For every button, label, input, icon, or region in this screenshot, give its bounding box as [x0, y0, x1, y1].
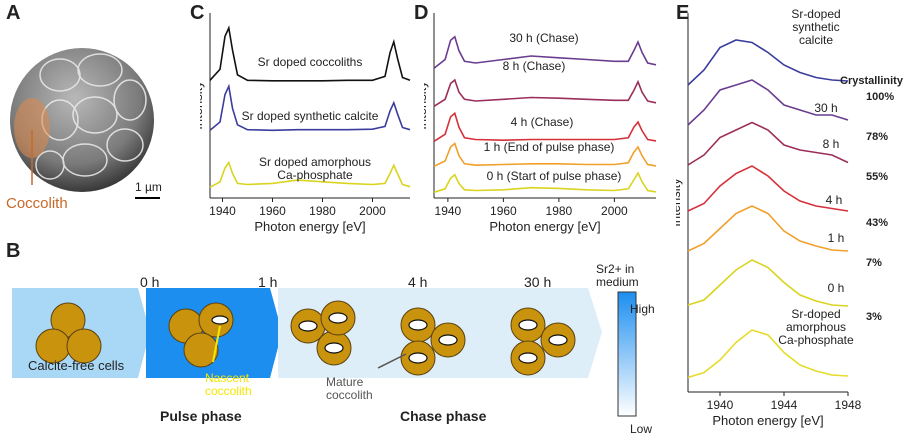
series-label: 1 h (End of pulse phase): [484, 140, 615, 154]
series-line: [687, 121, 849, 166]
x-axis-label: Photon energy [eV]: [712, 413, 823, 428]
panel-label-d: D: [414, 2, 429, 24]
series-label: Sr doped amorphous: [259, 155, 371, 169]
x-axis-label: Photon energy [eV]: [489, 219, 600, 234]
series-label: Sr doped synthetic calcite: [242, 109, 379, 123]
panel-label-a: A: [6, 2, 21, 24]
crystallinity-label: 100%: [866, 91, 894, 103]
nascent-arrow: [212, 325, 221, 363]
time-1h: 1 h: [258, 274, 278, 290]
y-axis-label: Intensity: [200, 81, 205, 130]
series-label: 8 h (Chase): [503, 59, 566, 73]
x-tick-label: 1944: [771, 398, 798, 412]
series-label: 0 h (Start of pulse phase): [487, 169, 622, 183]
highlighted-coccolith: [14, 98, 50, 158]
y-axis-label: Intensity: [676, 178, 683, 227]
crystallinity-label: 43%: [866, 217, 888, 229]
time-0h: 0 h: [140, 274, 160, 290]
crystallinity-label: 78%: [866, 131, 888, 143]
crystallinity-title: Crystallinity: [840, 75, 904, 87]
x-tick-label: 1940: [435, 204, 462, 218]
series-label: Ca-phosphate: [277, 168, 353, 182]
series-label: 4 h: [826, 193, 843, 207]
series-label: Ca-phosphate: [778, 333, 854, 347]
sr-high: High: [630, 302, 655, 316]
series-line: [209, 83, 411, 132]
series-line: [687, 205, 849, 252]
x-tick-label: 1948: [835, 398, 862, 412]
series-label: 30 h: [814, 101, 837, 115]
x-tick-label: 1980: [309, 204, 336, 218]
series-line: [433, 111, 657, 142]
series-line: [687, 79, 849, 126]
x-tick-label: 2000: [359, 204, 386, 218]
pulse-phase-label: Pulse phase: [160, 408, 242, 424]
panel-label-c: C: [190, 2, 205, 24]
sr-low: Low: [630, 422, 653, 436]
x-tick-label: 1940: [707, 398, 734, 412]
series-line: [687, 259, 849, 307]
time-30h: 30 h: [524, 274, 552, 290]
x-tick-label: 1960: [490, 204, 517, 218]
y-axis-label: Intensity: [424, 81, 429, 130]
mature-label: Mature coccolith: [326, 375, 373, 402]
sr-title: Sr2+ in medium: [596, 262, 639, 289]
series-label: Sr-doped: [791, 307, 840, 321]
series-label: 30 h (Chase): [509, 31, 578, 45]
chase-phase-label: Chase phase: [400, 408, 487, 424]
x-tick-label: 1980: [546, 204, 573, 218]
series-label: 0 h: [828, 281, 845, 295]
panel-label-b: B: [6, 240, 21, 262]
cells-label: Calcite-free cells: [28, 358, 125, 373]
crystallinity-label: 55%: [866, 171, 888, 183]
series-label: synthetic: [792, 20, 839, 34]
series-line: [433, 78, 657, 107]
series-line: [209, 25, 411, 82]
series-label: calcite: [799, 33, 833, 47]
x-axis-label: Photon energy [eV]: [254, 219, 365, 234]
series-label: Sr-doped: [791, 8, 840, 21]
time-4h: 4 h: [408, 274, 428, 290]
series-line: [687, 165, 849, 212]
nascent-label: Nascent coccolith: [205, 371, 252, 398]
pulse-chase-schematic: [12, 288, 637, 417]
series-line: [433, 35, 657, 69]
crystallinity-label: 3%: [866, 311, 882, 323]
chart-e: 1940 1944 1948 Photon energy [eV] Intensity S…: [676, 8, 904, 428]
sr-gradient-bar: [617, 291, 637, 417]
scale-bar-label: 1 µm: [135, 180, 162, 194]
series-label: 1 h: [828, 231, 845, 245]
mature-arrow: [377, 353, 407, 369]
series-line: [687, 39, 849, 86]
series-label: amorphous: [786, 320, 846, 334]
series-line: [433, 171, 657, 194]
coccosphere-image: [10, 48, 160, 199]
series-line: [209, 160, 411, 189]
series-label: 8 h: [823, 137, 840, 151]
series-label: Sr doped coccoliths: [258, 55, 363, 69]
x-tick-label: 1940: [209, 204, 236, 218]
series-line: [687, 329, 849, 379]
x-tick-label: 1960: [259, 204, 286, 218]
coccolith-callout-label: Coccolith: [6, 195, 68, 212]
panel-label-e: E: [676, 2, 690, 24]
series-label: 4 h (Chase): [511, 115, 574, 129]
crystallinity-label: 7%: [866, 257, 882, 269]
x-tick-label: 2000: [601, 204, 628, 218]
series-line: [433, 142, 657, 168]
